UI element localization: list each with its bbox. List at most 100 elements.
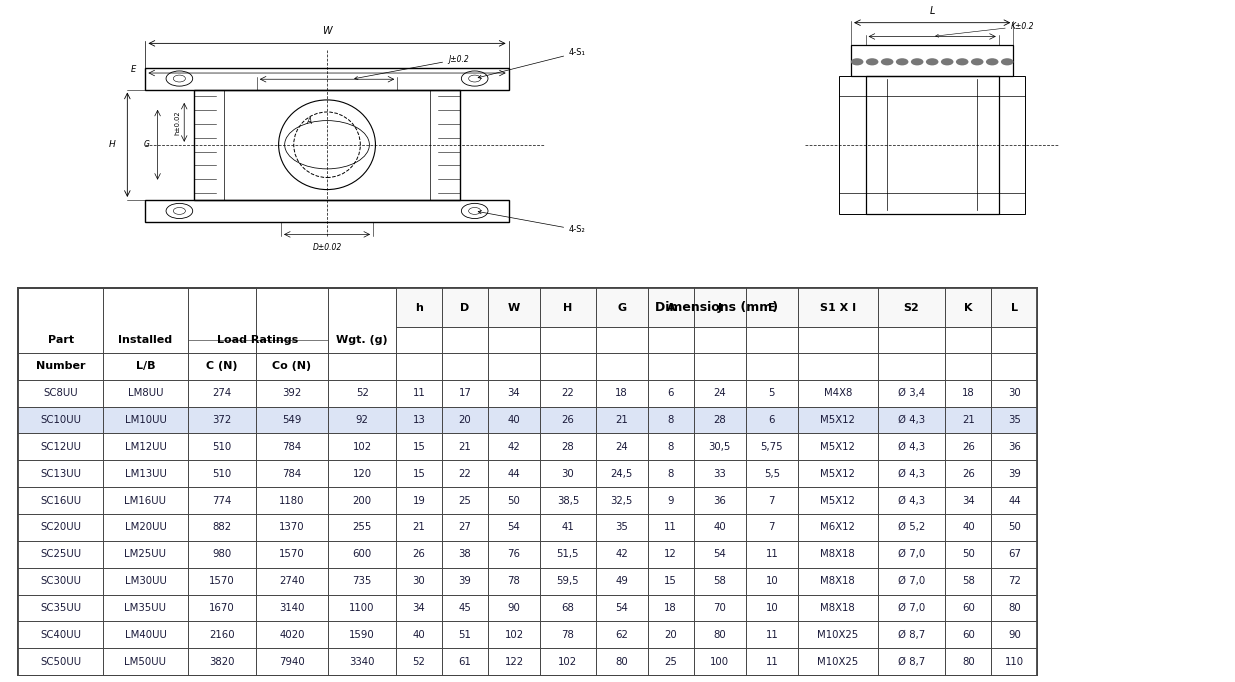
Text: 52: 52 [356,388,368,398]
Text: 78: 78 [562,630,574,640]
Text: 44: 44 [508,469,520,479]
Text: 1670: 1670 [209,603,235,613]
Text: 61: 61 [458,657,472,667]
Bar [19,460,1037,487]
Text: E: E [131,65,136,74]
Text: 50: 50 [1008,522,1021,533]
Text: 80: 80 [714,630,726,640]
Text: 22: 22 [562,388,574,398]
Text: 27: 27 [458,522,472,533]
Text: Installed: Installed [119,335,173,345]
Text: 10: 10 [766,576,778,586]
Text: SC20UU: SC20UU [41,522,82,533]
Text: 30,5: 30,5 [709,442,731,451]
Text: 21: 21 [615,415,629,425]
Text: 35: 35 [615,522,629,533]
Text: 17: 17 [458,388,472,398]
Text: 122: 122 [504,657,524,667]
Text: Part: Part [48,335,74,345]
Text: Load Ratings: Load Ratings [217,335,299,345]
Bar [146,68,509,89]
Text: 40: 40 [962,522,974,533]
Text: Ø 4,3: Ø 4,3 [898,442,925,451]
Text: 20: 20 [458,415,472,425]
Text: LM16UU: LM16UU [125,496,167,505]
Text: SC16UU: SC16UU [41,496,82,505]
Text: G: G [618,303,626,312]
Circle shape [911,58,924,65]
Text: 21: 21 [962,415,974,425]
Text: Ø 7,0: Ø 7,0 [898,576,925,586]
Bar [866,76,999,213]
Text: 3340: 3340 [350,657,375,667]
Text: 20: 20 [664,630,677,640]
Text: 28: 28 [714,415,726,425]
Text: M4X8: M4X8 [824,388,852,398]
Text: LM13UU: LM13UU [125,469,167,479]
Circle shape [851,58,863,65]
Text: L: L [1011,303,1018,312]
Text: 1100: 1100 [350,603,375,613]
Text: 26: 26 [962,442,974,451]
Bar [839,76,866,213]
Text: 784: 784 [283,442,301,451]
Text: 510: 510 [212,442,231,451]
Text: 39: 39 [1008,469,1021,479]
Text: M8X18: M8X18 [820,549,855,559]
Bar [19,433,1037,460]
Text: 5,75: 5,75 [761,442,783,451]
Text: 34: 34 [962,496,974,505]
Text: 68: 68 [562,603,574,613]
Bar [19,541,1037,567]
Text: SC35UU: SC35UU [41,603,82,613]
Text: 510: 510 [212,469,231,479]
Text: Ø 8,7: Ø 8,7 [898,657,925,667]
Text: M5X12: M5X12 [820,469,855,479]
Text: 19: 19 [412,496,425,505]
Text: h±0.02: h±0.02 [174,110,180,135]
Text: LM20UU: LM20UU [125,522,167,533]
Text: 70: 70 [714,603,726,613]
Text: LM30UU: LM30UU [125,576,167,586]
Text: Number: Number [36,361,85,372]
Text: 26: 26 [562,415,574,425]
Text: 80: 80 [615,657,629,667]
Text: LM25UU: LM25UU [125,549,167,559]
Text: 34: 34 [412,603,425,613]
Bar [999,76,1025,213]
Bar [396,288,1037,327]
Text: Dimensions (mm): Dimensions (mm) [656,301,778,314]
Text: 30: 30 [562,469,574,479]
Text: 58: 58 [714,576,726,586]
Text: 60: 60 [962,630,974,640]
Text: 33: 33 [714,469,726,479]
Text: 26: 26 [412,549,425,559]
Text: 40: 40 [714,522,726,533]
Text: 4-S₂: 4-S₂ [478,211,585,235]
Text: 30: 30 [412,576,425,586]
Text: Ø 7,0: Ø 7,0 [898,549,925,559]
Text: SC25UU: SC25UU [41,549,82,559]
Bar [19,567,1037,595]
Text: Ø 4,3: Ø 4,3 [898,469,925,479]
Text: 102: 102 [352,442,372,451]
Text: 38,5: 38,5 [557,496,579,505]
Text: 51: 51 [458,630,472,640]
Text: 41: 41 [562,522,574,533]
Text: 28: 28 [562,442,574,451]
Text: 1570: 1570 [209,576,235,586]
Text: L: L [930,5,935,16]
Text: 32,5: 32,5 [610,496,632,505]
Text: Ø 8,7: Ø 8,7 [898,630,925,640]
Text: 18: 18 [962,388,974,398]
Text: 1590: 1590 [350,630,375,640]
Text: 600: 600 [352,549,372,559]
Text: J: J [718,303,721,312]
Text: Ø 4,3: Ø 4,3 [898,415,925,425]
Circle shape [941,58,953,65]
Text: 21: 21 [458,442,472,451]
Text: 50: 50 [962,549,974,559]
Text: 78: 78 [508,576,520,586]
Text: 72: 72 [1008,576,1021,586]
Text: M5X12: M5X12 [820,415,855,425]
